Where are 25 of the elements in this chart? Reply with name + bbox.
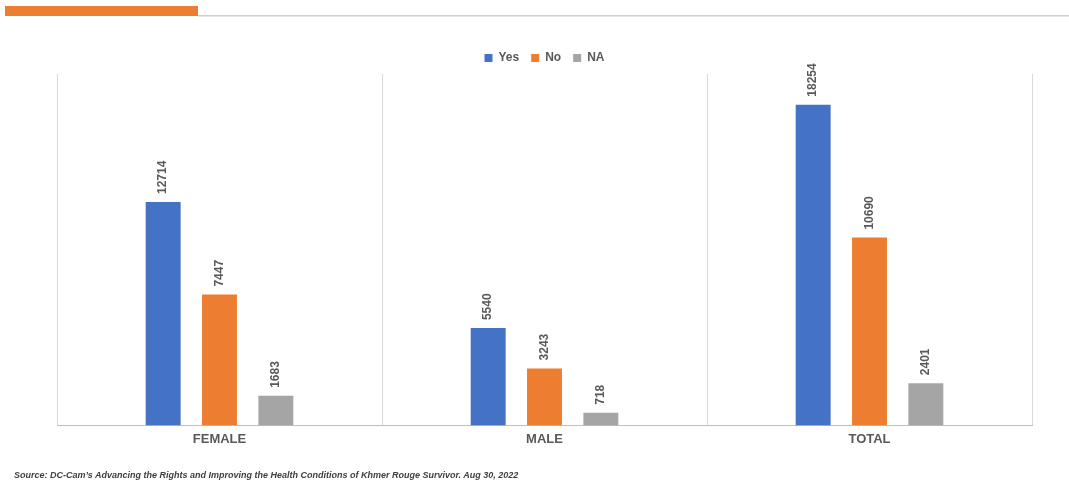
data-label: 3243	[536, 333, 551, 361]
legend-label: No	[545, 50, 562, 65]
bar	[795, 104, 831, 426]
data-label: 5540	[480, 293, 495, 321]
x-tick-label: FEMALE	[192, 430, 247, 446]
data-label: 18254	[805, 62, 820, 97]
bar	[852, 237, 887, 426]
data-label: 12714	[155, 160, 170, 195]
legend-label: NA	[587, 50, 605, 65]
x-tick-label: TOTAL	[848, 430, 891, 446]
data-label: 2401	[918, 348, 933, 376]
data-label: 7447	[211, 259, 226, 287]
data-label: 718	[593, 384, 608, 405]
data-label: 1683	[268, 360, 283, 388]
bar	[470, 328, 506, 426]
bar	[908, 383, 944, 426]
data-label: 10690	[861, 195, 876, 230]
bar	[527, 368, 562, 426]
x-tick-label: MALE	[526, 430, 564, 446]
source-note: Source: DC-Cam’s Advancing the Rights and Improving the Health Conditions of Khmer Rouge Survivor. Aug 30, 2022	[14, 470, 519, 481]
bar	[258, 395, 294, 426]
bar	[583, 412, 619, 426]
legend-label: Yes	[498, 50, 520, 65]
bar	[202, 294, 237, 426]
bar	[145, 202, 181, 426]
